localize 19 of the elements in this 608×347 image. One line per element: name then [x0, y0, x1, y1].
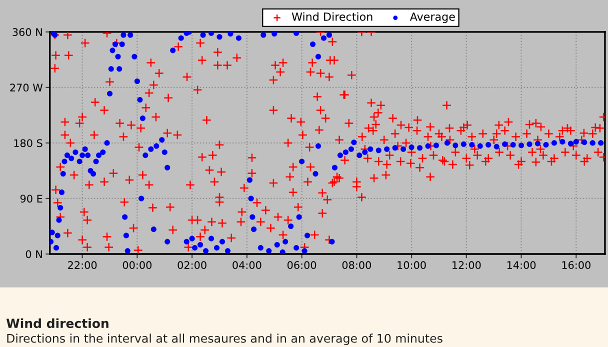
- y-tick-label: 0 N: [26, 250, 42, 258]
- x-tick-label: 14:00: [507, 261, 536, 270]
- text: Directions in the interval at all mesaures and in an average of 10 minutes: [7, 334, 442, 346]
- y-tick-label: 270 W: [10, 84, 43, 92]
- x-tick-label: 10:00: [398, 261, 426, 270]
- x-tick-label: 22:00: [68, 261, 97, 270]
- x-tick-label: 04:00: [232, 261, 262, 270]
- x-tick-label: 02:00: [178, 261, 206, 270]
- y-tick-label: 180 S: [14, 139, 42, 148]
- legend-label: Wind Direction: [292, 12, 372, 21]
- legend-label: Average: [410, 12, 455, 24]
- x-tick-label: 00:00: [122, 261, 152, 270]
- x-tick-label: 08:00: [342, 261, 371, 270]
- x-tick-label: 16:00: [562, 261, 590, 270]
- y-tick-label: 90 E: [20, 194, 42, 203]
- text: Wind direction: [6, 318, 108, 328]
- x-tick-label: 06:00: [287, 261, 316, 270]
- x-tick-label: 12:00: [452, 261, 481, 270]
- y-tick-label: 360 N: [12, 28, 42, 36]
